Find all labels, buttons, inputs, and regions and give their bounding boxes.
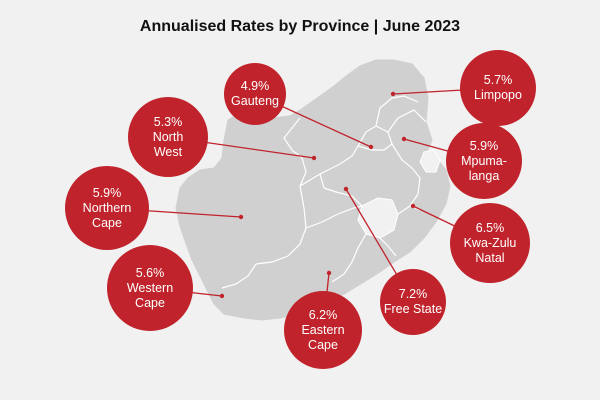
leader-dot-mpumalanga bbox=[401, 136, 407, 142]
leader-dot-kwazulu-natal bbox=[410, 203, 416, 209]
leader-dot-free-state bbox=[343, 186, 349, 192]
rate-label: 6.5% bbox=[475, 220, 505, 235]
province-name-label: Western Cape bbox=[126, 280, 174, 310]
bubble-free-state: 7.2% Free State bbox=[380, 269, 446, 335]
province-name-label: North West bbox=[152, 129, 184, 159]
leader-dot-limpopo bbox=[390, 91, 396, 97]
rate-label: 5.9% bbox=[469, 138, 499, 153]
leader-dot-eastern-cape bbox=[326, 270, 332, 276]
bubble-western-cape: 5.6% Western Cape bbox=[107, 245, 193, 331]
province-name-label: Limpopo bbox=[474, 88, 522, 102]
province-name-label: Eastern Cape bbox=[301, 322, 345, 352]
eswatini-enclave bbox=[419, 149, 441, 173]
leader-dot-gauteng bbox=[368, 144, 374, 150]
rate-label: 4.9% bbox=[240, 79, 270, 93]
bubble-mpumalanga: 5.9% Mpuma- langa bbox=[446, 123, 522, 199]
rate-label: 5.3% bbox=[153, 114, 183, 129]
rate-label: 5.7% bbox=[483, 73, 513, 87]
rate-label: 5.9% bbox=[92, 185, 122, 200]
province-name-label: Kwa-Zulu Natal bbox=[463, 235, 517, 265]
lesotho-enclave bbox=[357, 197, 399, 239]
map-title: Annualised Rates by Province | June 2023 bbox=[139, 18, 461, 35]
province-name-label: Northern Cape bbox=[82, 200, 132, 230]
rate-label: 6.2% bbox=[308, 307, 338, 322]
leader-dot-north-west bbox=[311, 155, 317, 161]
bubble-north-west: 5.3% North West bbox=[128, 97, 208, 177]
rate-label: 7.2% bbox=[398, 287, 428, 301]
bubble-gauteng: 4.9% Gauteng bbox=[224, 63, 286, 125]
province-name-label: Mpuma- langa bbox=[461, 153, 507, 183]
province-name-label: Gauteng bbox=[231, 94, 279, 108]
province-name-label: Free State bbox=[383, 302, 443, 316]
rate-label: 5.6% bbox=[135, 265, 165, 280]
bubble-limpopo: 5.7% Limpopo bbox=[460, 50, 536, 126]
bubble-kwazulu-natal: 6.5% Kwa-Zulu Natal bbox=[450, 203, 530, 283]
leader-dot-western-cape bbox=[219, 293, 225, 299]
bubble-northern-cape: 5.9% Northern Cape bbox=[65, 166, 149, 250]
leader-dot-northern-cape bbox=[238, 214, 244, 220]
bubble-eastern-cape: 6.2% Eastern Cape bbox=[284, 291, 362, 369]
